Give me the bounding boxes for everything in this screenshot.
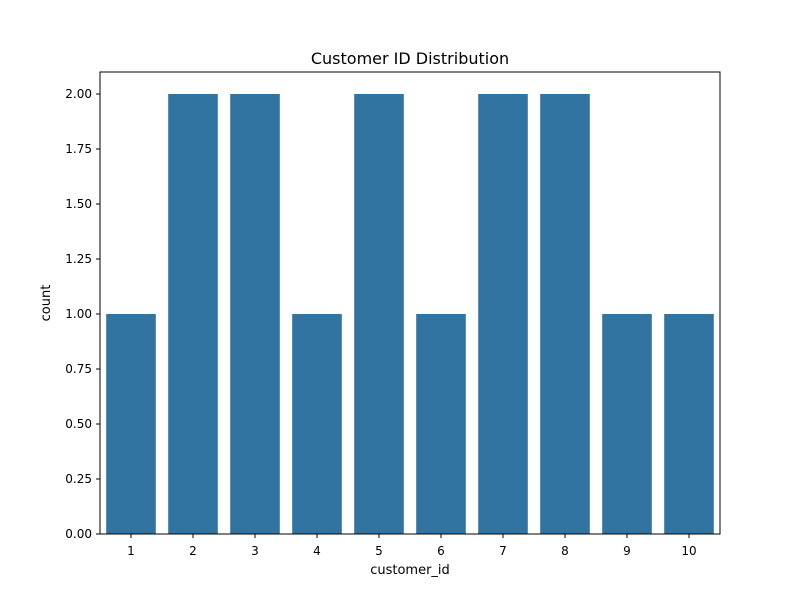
plot-area-frame	[99, 71, 721, 535]
chart-title: Customer ID Distribution	[311, 49, 509, 68]
bar-customer-3	[230, 94, 280, 534]
bar-customer-2	[168, 94, 218, 534]
x-ticks-group: 1 2 3 4 5 6 7 8 9 10	[127, 534, 697, 558]
y-tick-label: 0.75	[65, 362, 92, 376]
bar-customer-4	[292, 314, 342, 534]
x-tick-label: 7	[499, 544, 507, 558]
y-tick-label: 1.25	[65, 252, 92, 266]
x-axis-label: customer_id	[370, 563, 450, 578]
y-tick-label: 1.00	[65, 307, 92, 321]
x-tick-label: 10	[681, 544, 696, 558]
y-ticks-group: 0.00 0.25 0.50 0.75 1.00 1.25 1.50 1.75 2.00	[65, 87, 100, 541]
y-tick-label: 0.50	[65, 417, 92, 431]
x-tick-label: 3	[251, 544, 259, 558]
bar-customer-6	[416, 314, 466, 534]
bar-customer-9	[602, 314, 652, 534]
bar-customer-1	[106, 314, 156, 534]
x-tick-label: 1	[127, 544, 135, 558]
y-tick-label: 1.75	[65, 142, 92, 156]
x-tick-label: 2	[189, 544, 197, 558]
y-tick-label: 2.00	[65, 87, 92, 101]
bar-customer-8	[540, 94, 590, 534]
y-axis-label: count	[39, 285, 54, 322]
x-tick-label: 6	[437, 544, 445, 558]
bar-customer-10	[664, 314, 714, 534]
x-tick-label: 5	[375, 544, 383, 558]
y-tick-label: 0.00	[65, 527, 92, 541]
y-tick-label: 0.25	[65, 472, 92, 486]
x-tick-label: 9	[623, 544, 631, 558]
bar-customer-7	[478, 94, 528, 534]
bars-group	[106, 94, 714, 534]
x-tick-label: 4	[313, 544, 321, 558]
bar-customer-5	[354, 94, 404, 534]
y-tick-label: 1.50	[65, 197, 92, 211]
x-tick-label: 8	[561, 544, 569, 558]
